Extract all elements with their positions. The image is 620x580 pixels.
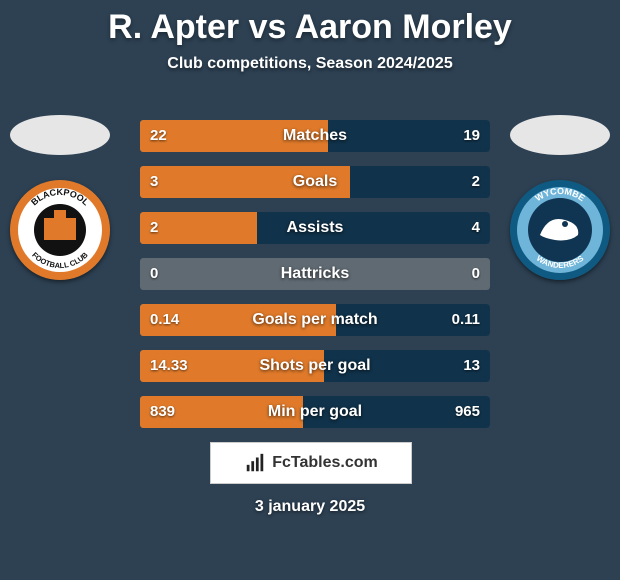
stat-row: 839965Min per goal: [140, 396, 490, 428]
subtitle: Club competitions, Season 2024/2025: [0, 55, 620, 73]
stat-label: Hattricks: [140, 258, 490, 290]
date-text: 3 january 2025: [0, 498, 620, 516]
stat-row: 00Hattricks: [140, 258, 490, 290]
stat-row: 0.140.11Goals per match: [140, 304, 490, 336]
blackpool-badge-svg: BLACKPOOL FOOTBALL CLUB: [10, 180, 110, 280]
club-badge-blackpool: BLACKPOOL FOOTBALL CLUB: [10, 180, 110, 280]
stat-label: Shots per goal: [140, 350, 490, 382]
club-badge-wycombe: WYCOMBE WANDERERS: [510, 180, 610, 280]
page-title: R. Apter vs Aaron Morley: [0, 0, 620, 47]
stat-row: 14.3313Shots per goal: [140, 350, 490, 382]
stat-row: 32Goals: [140, 166, 490, 198]
player-left-silhouette: [10, 115, 110, 155]
stat-label: Assists: [140, 212, 490, 244]
brand-text: FcTables.com: [272, 454, 378, 472]
player-right-column: WYCOMBE WANDERERS: [500, 115, 620, 280]
wycombe-badge-svg: WYCOMBE WANDERERS: [510, 180, 610, 280]
chart-icon: [244, 452, 266, 474]
stat-label: Min per goal: [140, 396, 490, 428]
player-left-column: BLACKPOOL FOOTBALL CLUB: [0, 115, 120, 280]
brand-box[interactable]: FcTables.com: [210, 442, 412, 484]
stat-row: 24Assists: [140, 212, 490, 244]
stat-label: Goals: [140, 166, 490, 198]
stat-row: 2219Matches: [140, 120, 490, 152]
stat-label: Matches: [140, 120, 490, 152]
stats-container: 2219Matches 32Goals 24Assists 00Hattricks 0.…: [140, 120, 490, 442]
stat-label: Goals per match: [140, 304, 490, 336]
player-right-silhouette: [510, 115, 610, 155]
